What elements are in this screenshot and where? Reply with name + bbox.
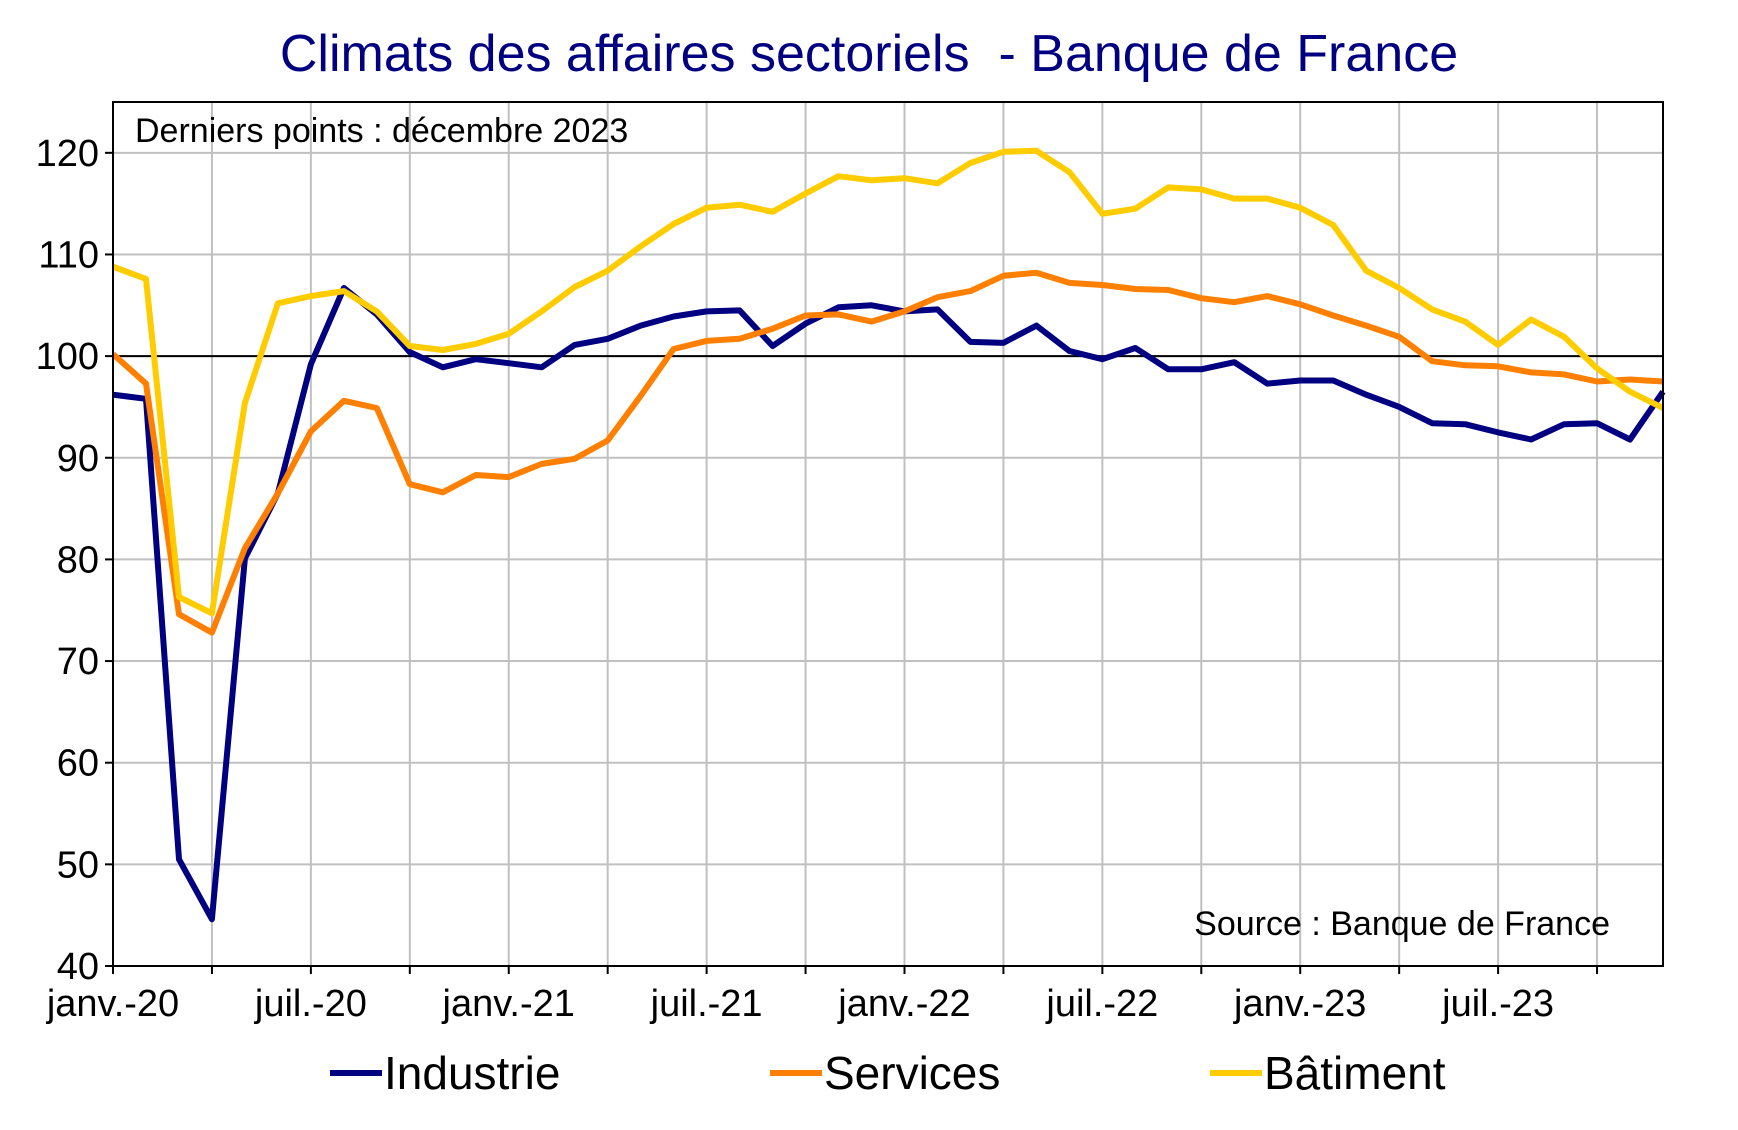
x-tick-label: janv.-20 — [46, 983, 179, 1025]
x-tick-label: juil.-21 — [650, 983, 763, 1025]
y-tick-label: 110 — [38, 234, 99, 276]
y-tick-label: 60 — [57, 743, 99, 785]
plot-frame — [112, 101, 1664, 967]
source-note: Source : Banque de France — [1194, 905, 1610, 943]
x-tick-label: juil.-23 — [1441, 983, 1554, 1025]
legend-label-batiment: Bâtiment — [1264, 1047, 1446, 1099]
y-tick-label: 70 — [57, 641, 99, 683]
y-tick-label: 50 — [57, 844, 99, 886]
series-line-services — [111, 269, 1664, 636]
x-tick-label: janv.-23 — [1233, 983, 1366, 1025]
x-tick-label: janv.-22 — [837, 983, 970, 1025]
y-tick-label: 120 — [36, 133, 99, 175]
legend-label-industrie: Industrie — [384, 1047, 560, 1099]
y-tick-label: 40 — [57, 946, 99, 988]
series-line-batiment — [111, 147, 1665, 617]
series-layer — [111, 147, 1666, 923]
gridlines — [113, 102, 1663, 967]
last-points-note: Derniers points : décembre 2023 — [135, 112, 628, 150]
y-tick-label: 80 — [57, 539, 99, 581]
y-tick-label: 90 — [57, 438, 99, 480]
axis-tick-labels: 40 50 60 70 80 90 100 110 120 janv.-20 juil.-20 jan… — [36, 133, 1599, 1025]
x-tick-label: janv.-21 — [442, 983, 575, 1025]
x-tick-label: juil.-20 — [254, 983, 367, 1025]
x-tick-label: juil.-22 — [1045, 983, 1158, 1025]
series-line-industrie — [112, 285, 1666, 923]
chart-title: Climats des affaires sectoriels - Banque… — [279, 25, 1459, 83]
legend: Industrie Services Bâtiment — [330, 1047, 1446, 1099]
y-tick-label: 100 — [36, 336, 99, 378]
legend-label-services: Services — [824, 1047, 1000, 1099]
